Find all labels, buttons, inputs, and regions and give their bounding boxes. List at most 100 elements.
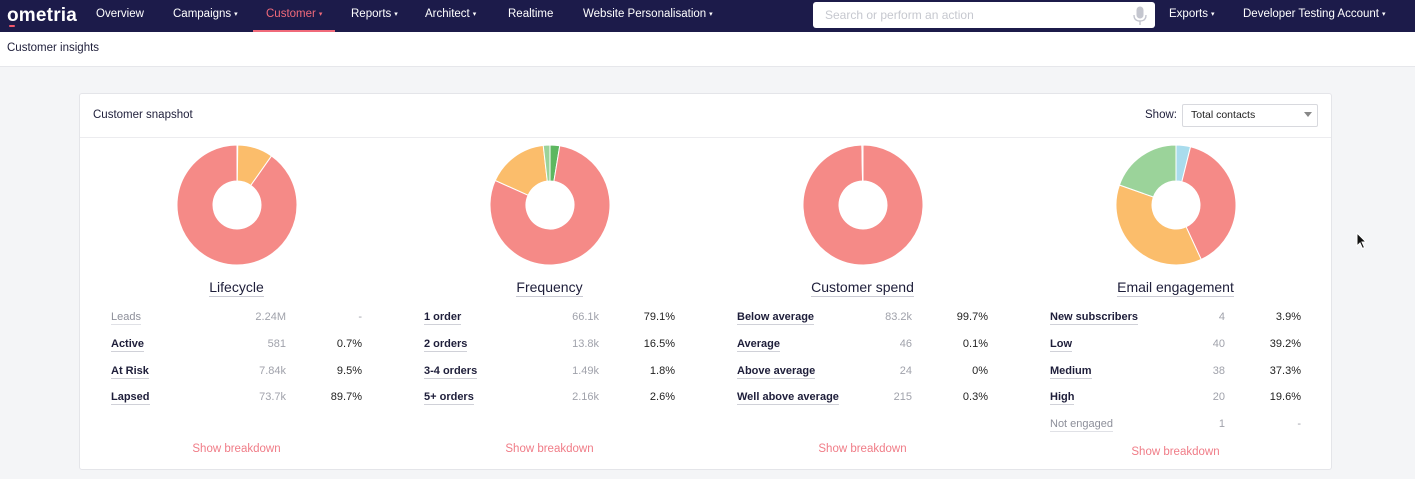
- donut-slice[interactable]: [1115, 184, 1202, 266]
- metric-count: 215: [893, 391, 912, 403]
- metric-row: 1 order 66.1k 79.1%: [424, 309, 675, 327]
- metric-percent: -: [1297, 418, 1301, 430]
- metric-row: Below average 83.2k 99.7%: [737, 309, 988, 327]
- nav-exports[interactable]: Exports ▾: [1169, 0, 1215, 32]
- metric-count: 1: [1218, 418, 1225, 430]
- donut-slice[interactable]: [1181, 146, 1237, 261]
- nav-architect[interactable]: Architect ▾: [425, 0, 476, 32]
- metric-count: 7.84k: [259, 365, 286, 377]
- chevron-down-icon: ▾: [472, 11, 477, 18]
- nav-realtime-label: Realtime: [508, 8, 554, 20]
- metric-row: Above average 24 0%: [737, 363, 988, 381]
- metric-label[interactable]: Average: [737, 338, 781, 352]
- metric-label[interactable]: At Risk: [111, 365, 149, 379]
- metric-percent: 0%: [972, 365, 988, 377]
- nav-customer[interactable]: Customer ▾: [253, 0, 336, 32]
- donut-slice[interactable]: [861, 144, 864, 182]
- metric-percent: 39.2%: [1269, 338, 1301, 350]
- microphone-icon[interactable]: [1133, 6, 1147, 26]
- section-title[interactable]: Customer spend: [706, 279, 1019, 297]
- metric-label[interactable]: Below average: [737, 311, 815, 325]
- email-engagement-donut-chart: [1115, 144, 1237, 266]
- chevron-down-icon: ▾: [394, 11, 398, 18]
- metric-label[interactable]: Not engaged: [1050, 418, 1113, 432]
- metric-label[interactable]: Medium: [1050, 365, 1092, 379]
- section-frequency: Frequency 1 order 66.1k 79.1% 2 orders 13.8…: [393, 139, 706, 469]
- show-breakdown-link[interactable]: Show breakdown: [505, 443, 594, 455]
- metric-count: 1.49k: [572, 365, 599, 377]
- metric-row: High 20 19.6%: [1050, 389, 1301, 407]
- metric-row: Not engaged 1 -: [1050, 416, 1301, 434]
- metric-label[interactable]: Lapsed: [111, 391, 150, 405]
- section-title[interactable]: Frequency: [393, 279, 706, 297]
- section-title[interactable]: Lifecycle: [80, 279, 393, 297]
- section-title-text: Email engagement: [1117, 279, 1234, 297]
- nav-overview[interactable]: Overview: [96, 0, 144, 32]
- card-header: Customer snapshot Show: Total contacts: [80, 94, 1331, 138]
- donut-slice[interactable]: [176, 144, 298, 266]
- metric-row: New subscribers 4 3.9%: [1050, 309, 1301, 327]
- section-title-text: Customer spend: [811, 279, 914, 297]
- metric-count: 40: [1212, 338, 1225, 350]
- metric-count: 20: [1212, 391, 1225, 403]
- metric-label[interactable]: 1 order: [424, 311, 462, 325]
- metric-count: 38: [1212, 365, 1225, 377]
- show-breakdown-link[interactable]: Show breakdown: [818, 443, 907, 455]
- ometria-logo[interactable]: ometria: [7, 5, 78, 26]
- metric-label[interactable]: High: [1050, 391, 1075, 405]
- metric-percent: 9.5%: [336, 365, 362, 377]
- nav-customer-label: Customer: [266, 8, 316, 20]
- show-breakdown-link[interactable]: Show breakdown: [192, 443, 281, 455]
- section-title[interactable]: Email engagement: [1019, 279, 1332, 297]
- show-select-value: Total contacts: [1191, 109, 1256, 121]
- nav-exports-label: Exports: [1169, 8, 1208, 20]
- chevron-down-icon: ▾: [1381, 11, 1386, 18]
- mouse-cursor-icon: [1356, 232, 1368, 250]
- metric-row: At Risk 7.84k 9.5%: [111, 363, 362, 381]
- nav-website-personalisation[interactable]: Website Personalisation ▾: [583, 0, 713, 32]
- metric-label[interactable]: Leads: [111, 311, 141, 325]
- nav-campaigns-label: Campaigns: [173, 8, 232, 20]
- metric-label[interactable]: Well above average: [737, 391, 839, 405]
- donut-slice[interactable]: [489, 145, 611, 266]
- metric-count: 2.16k: [572, 391, 599, 403]
- donut-slice[interactable]: [802, 144, 924, 266]
- metric-label[interactable]: Low: [1050, 338, 1072, 352]
- metric-percent: 79.1%: [643, 311, 675, 323]
- nav-campaigns[interactable]: Campaigns ▾: [173, 0, 238, 32]
- nav-account-label: Developer Testing Account: [1243, 8, 1379, 20]
- chevron-down-icon: ▾: [234, 11, 238, 18]
- metric-row: 2 orders 13.8k 16.5%: [424, 336, 675, 354]
- page-title: Customer insights: [7, 42, 100, 54]
- section-email-engagement: Email engagement New subscribers 4 3.9% Lo…: [1019, 139, 1332, 469]
- select-caret-icon: [1304, 112, 1312, 117]
- metric-row: 5+ orders 2.16k 2.6%: [424, 389, 675, 407]
- customer-snapshot-card: Customer snapshot Show: Total contacts L…: [79, 93, 1332, 470]
- nav-realtime[interactable]: Realtime: [508, 0, 553, 32]
- card-title: Customer snapshot: [93, 109, 193, 121]
- metric-label[interactable]: 5+ orders: [424, 391, 474, 405]
- show-breakdown-link[interactable]: Show breakdown: [1131, 446, 1220, 458]
- metric-count: 46: [899, 338, 912, 350]
- search-input[interactable]: [825, 6, 1125, 24]
- metric-label[interactable]: Active: [111, 338, 145, 352]
- metric-row: 3-4 orders 1.49k 1.8%: [424, 363, 675, 381]
- metric-label[interactable]: Above average: [737, 365, 816, 379]
- page-header: Customer insights: [0, 32, 1415, 67]
- section-customer-spend: Customer spend Below average 83.2k 99.7% A…: [706, 139, 1019, 469]
- metric-label[interactable]: 3-4 orders: [424, 365, 478, 379]
- section-lifecycle: Lifecycle Leads 2.24M - Active 581 0.7% At R…: [80, 139, 393, 469]
- metric-percent: 3.9%: [1275, 311, 1301, 323]
- nav-reports[interactable]: Reports ▾: [351, 0, 398, 32]
- top-navigation-bar: ometria Overview Campaigns ▾ Customer ▾ Re…: [0, 0, 1415, 32]
- donut-slice[interactable]: [542, 144, 551, 182]
- donut-slice[interactable]: [1118, 144, 1177, 198]
- metric-label[interactable]: New subscribers: [1050, 311, 1139, 325]
- show-select[interactable]: Total contacts: [1182, 104, 1318, 127]
- lifecycle-donut-chart: [176, 144, 298, 266]
- nav-account[interactable]: Developer Testing Account ▾: [1243, 0, 1385, 32]
- metric-label[interactable]: 2 orders: [424, 338, 468, 352]
- metric-row: Lapsed 73.7k 89.7%: [111, 389, 362, 407]
- metric-percent: 0.7%: [336, 338, 362, 350]
- metric-count: 13.8k: [572, 338, 599, 350]
